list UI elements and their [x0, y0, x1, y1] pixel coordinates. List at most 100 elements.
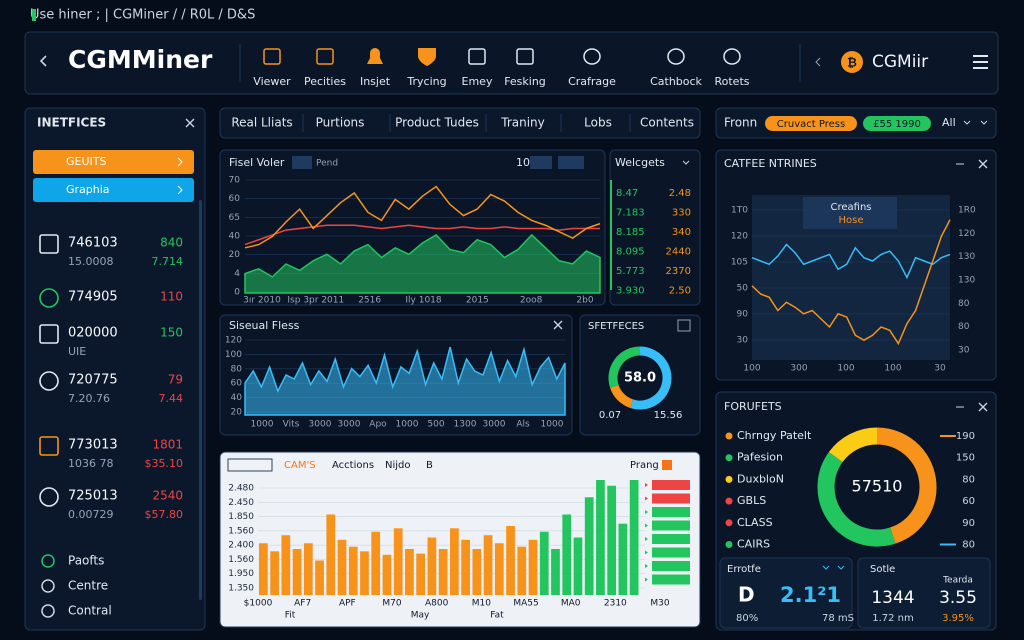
chart-title: CATFEE NTRINES	[724, 157, 817, 170]
nav-item[interactable]: Rotets	[714, 75, 749, 88]
stat-value: 725013	[68, 489, 118, 504]
stat-icon	[39, 436, 59, 456]
y-tick-label: 60	[231, 379, 243, 389]
watchlist-title: Welcgets	[615, 156, 665, 169]
legend-label: CAIRS	[737, 538, 770, 551]
side-button-label[interactable]: GEUITS	[66, 155, 106, 168]
nav-item[interactable]: Insjet	[360, 75, 391, 88]
stat-icon	[39, 487, 59, 507]
side-bar	[652, 520, 690, 531]
y-tick-label: 1.850	[228, 512, 254, 522]
tab[interactable]: Traniny	[500, 116, 545, 130]
nav-item[interactable]: Cathbock	[650, 75, 702, 88]
x-tick-label: 3000	[483, 420, 506, 430]
filter-pill-label[interactable]: £55 1990	[873, 119, 921, 130]
nav-item[interactable]: Pecities	[304, 75, 346, 88]
x-tick-label: AF7	[294, 599, 311, 609]
nav-icon	[418, 48, 436, 66]
x-tick-label: APF	[339, 599, 356, 609]
nav-item[interactable]: Viewer	[253, 75, 291, 88]
bar-header[interactable]: CAM'S	[284, 460, 316, 471]
legend-label: DuxbloN	[737, 472, 784, 485]
side-arrow	[645, 537, 648, 541]
nav-item[interactable]: Trycing	[406, 75, 446, 88]
nav-item[interactable]: Crafrage	[568, 75, 616, 88]
filter-pill[interactable]	[863, 116, 931, 131]
y-tick-label: 0	[234, 288, 240, 298]
x-tick-label: 3000	[338, 420, 361, 430]
tab[interactable]: Lobs	[584, 116, 612, 130]
y-tick-label: 30	[958, 346, 970, 356]
nav-item[interactable]: Emey	[462, 75, 493, 88]
side-button[interactable]	[33, 150, 194, 174]
legend-dot	[725, 541, 733, 548]
x-tick-label: 100	[837, 364, 854, 374]
x-tick-label: M10	[472, 599, 491, 609]
y-tick-label: 60	[229, 194, 241, 204]
donut-center: 58.0	[624, 371, 656, 386]
legend-value: 150	[956, 453, 975, 464]
side-link[interactable]: Centre	[68, 579, 108, 593]
filter-pill-label[interactable]: Cruvact Press	[777, 119, 845, 130]
x-tick-label: Als	[516, 420, 530, 430]
x-tick-label: 30	[934, 364, 946, 374]
stat-change-sub: 7.714	[152, 255, 184, 268]
menu-icon	[973, 55, 988, 69]
watch-value: 2.50	[669, 286, 691, 297]
donut-segment	[817, 452, 896, 547]
tab[interactable]: Contents	[640, 116, 694, 130]
legend-label: Chrngy Patelt	[737, 429, 812, 442]
stat-icon	[39, 234, 59, 254]
line	[244, 185, 601, 249]
nav-item[interactable]: Fesking	[504, 75, 546, 88]
filter-pill[interactable]	[765, 116, 857, 131]
tab[interactable]: Purtions	[316, 116, 365, 130]
card-label: Tearda	[942, 576, 973, 586]
tab[interactable]: Real Lliats	[231, 116, 292, 130]
header-box	[227, 458, 273, 472]
x-tick-label: 100	[884, 364, 901, 374]
control-box	[677, 319, 691, 332]
y-tick-label: 1.350	[228, 584, 254, 594]
x-tick-label: Fat	[490, 611, 504, 621]
side-link[interactable]: Contral	[68, 604, 112, 618]
filter-all[interactable]: All	[942, 116, 956, 129]
y-tick-label: 120	[225, 336, 242, 346]
wallet-name[interactable]: CGMiir	[872, 52, 928, 72]
stat-sub: UIE	[68, 345, 86, 358]
tag-box	[292, 156, 312, 169]
x-tick-label: Ily 1018	[405, 296, 442, 306]
scrollbar	[199, 200, 202, 600]
legend-label: Pafesion	[737, 451, 783, 464]
side-arrow	[645, 483, 648, 487]
x-tick-label: 1000	[396, 420, 419, 430]
bar	[315, 560, 324, 595]
bar-header[interactable]: Nijdo	[385, 460, 411, 471]
donut-segment	[630, 346, 672, 410]
bar-header[interactable]: B	[426, 460, 433, 471]
bar	[494, 543, 504, 595]
side-button[interactable]	[33, 178, 194, 202]
stat-sub: 1036 78	[68, 457, 114, 470]
stat-change: 840	[160, 236, 183, 250]
chevron	[177, 185, 183, 195]
nav-bar	[24, 31, 999, 95]
side-link[interactable]: Paofts	[68, 554, 104, 568]
card-sub: 1.72 nm	[872, 613, 914, 624]
back-icon	[39, 55, 47, 67]
watch-symbol: 8.095	[616, 247, 645, 258]
nav-arrow	[815, 57, 821, 67]
y-tick-label: 120	[731, 232, 748, 242]
watch-symbol: 8.185	[616, 227, 645, 238]
x-tick-label: 2oo8	[520, 296, 543, 306]
bar	[382, 554, 392, 595]
bar-header[interactable]: Acctions	[332, 460, 374, 471]
bar-header: Prang	[630, 460, 659, 471]
side-button-label[interactable]: Graphia	[66, 183, 110, 196]
stat-change: 2540	[152, 489, 183, 503]
bar	[483, 535, 493, 595]
side-bar	[652, 493, 690, 504]
x-tick-label: 2015	[466, 296, 489, 306]
bar	[438, 549, 448, 595]
tab[interactable]: Product Tudes	[395, 116, 479, 130]
